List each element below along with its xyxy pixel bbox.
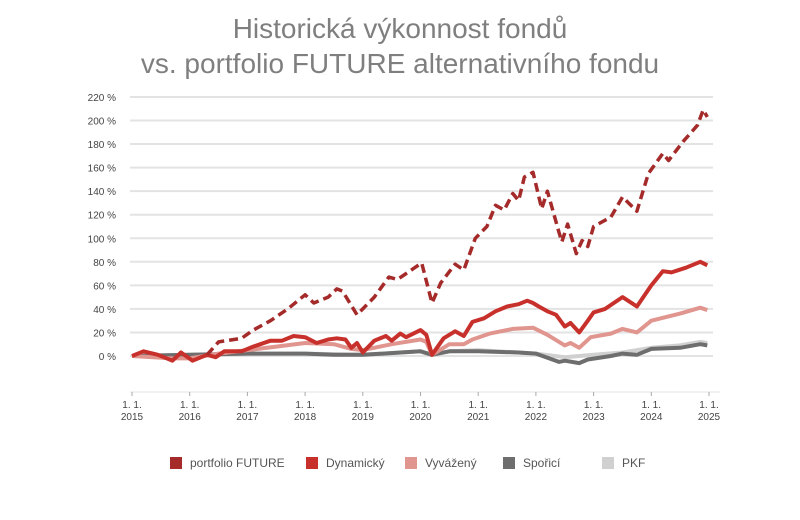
y-tick-label: 40 % <box>93 305 116 316</box>
legend-item-vyvazeny[interactable]: Vyvážený <box>405 456 477 470</box>
y-tick-label: 0 % <box>99 352 116 363</box>
y-tick-label: 80 % <box>93 258 116 269</box>
x-tick-label: 1. 1. <box>526 400 545 411</box>
x-tick-label: 1. 1. <box>122 400 141 411</box>
y-tick-label: 160 % <box>88 164 116 175</box>
x-tick-label: 1. 1. <box>468 400 487 411</box>
x-tick-label: 2021 <box>467 412 490 423</box>
legend-swatch <box>405 457 417 469</box>
x-tick-label: 2017 <box>236 412 259 423</box>
legend-item-future[interactable]: portfolio FUTURE <box>170 456 285 470</box>
x-tick-label: 2024 <box>640 412 663 423</box>
x-tick-label: 1. 1. <box>238 400 257 411</box>
legend-label: Spořicí <box>523 456 561 470</box>
legend-item-sporici[interactable]: Spořicí <box>503 456 560 470</box>
x-tick-label: 1. 1. <box>353 400 372 411</box>
x-tick-label: 1. 1. <box>295 400 314 411</box>
legend-item-dynamicky[interactable]: Dynamický <box>306 456 385 470</box>
x-tick-label: 1. 1. <box>411 400 430 411</box>
y-tick-label: 220 % <box>88 93 116 104</box>
x-tick-label: 2015 <box>121 412 144 423</box>
y-tick-label: 100 % <box>88 234 116 245</box>
legend-swatch <box>503 457 515 469</box>
legend-label: Dynamický <box>326 456 385 470</box>
x-tick-label: 1. 1. <box>699 400 718 411</box>
x-tick-label: 1. 1. <box>584 400 603 411</box>
x-tick-label: 2018 <box>294 412 317 423</box>
series-line-vyv-en- <box>131 305 708 361</box>
legend-swatch <box>306 457 318 469</box>
series-line-portfolio-future <box>205 108 709 356</box>
legend-label: portfolio FUTURE <box>190 456 285 470</box>
x-tick-label: 1. 1. <box>180 400 199 411</box>
legend-swatch <box>170 457 182 469</box>
x-tick-label: 2019 <box>352 412 375 423</box>
x-tick-label: 2022 <box>525 412 548 423</box>
x-tick-label: 1. 1. <box>642 400 661 411</box>
y-tick-label: 120 % <box>88 211 116 222</box>
chart-subtitle: vs. portfolio FUTURE alternativního fond… <box>140 48 660 79</box>
y-tick-label: 180 % <box>88 140 116 151</box>
legend-label: Vyvážený <box>425 456 477 470</box>
y-tick-label: 20 % <box>93 328 116 339</box>
series-line-dynamick- <box>131 259 709 363</box>
legend-label: PKF <box>622 456 646 470</box>
x-tick-label: 2020 <box>409 412 432 423</box>
y-tick-label: 60 % <box>93 281 116 292</box>
legend: portfolio FUTURE Dynamický Vyvážený Spoř… <box>0 456 800 476</box>
chart-title: Historická výkonnost fondů <box>232 13 568 44</box>
y-tick-label: 200 % <box>88 117 116 128</box>
x-tick-label: 2023 <box>582 412 605 423</box>
y-tick-label: 140 % <box>88 187 116 198</box>
legend-swatch <box>602 457 614 469</box>
series-line-spo-ic- <box>131 342 708 366</box>
legend-item-pkf[interactable]: PKF <box>602 456 645 470</box>
x-tick-label: 2025 <box>698 412 721 423</box>
x-tick-label: 2016 <box>179 412 202 423</box>
